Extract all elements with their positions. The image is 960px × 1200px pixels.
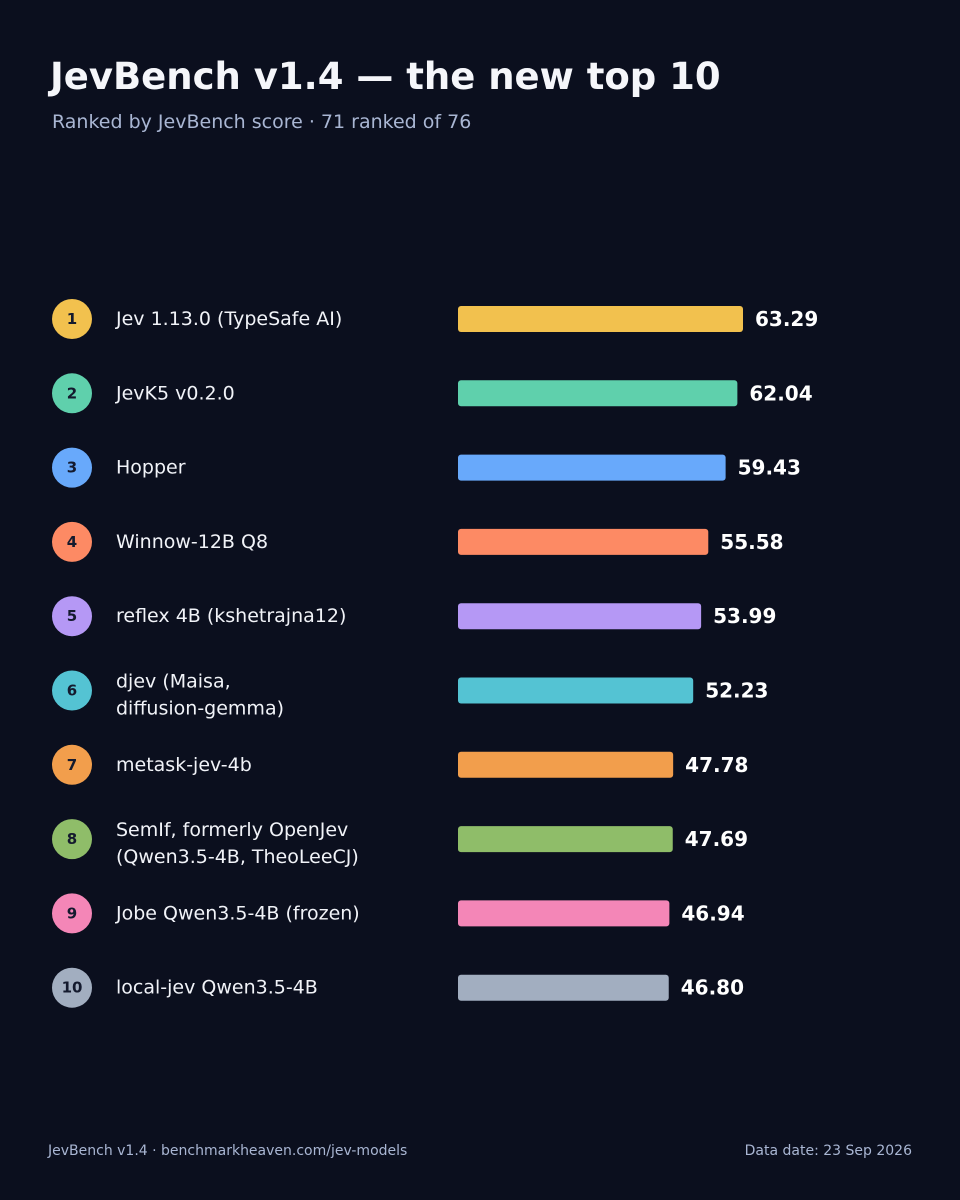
rank-badge	[52, 373, 92, 414]
model-name: local-jev Qwen3.5-4B	[116, 977, 318, 999]
model-name: SemIf, formerly OpenJev	[116, 819, 348, 841]
model-name: Jobe Qwen3.5-4B (frozen)	[115, 902, 360, 924]
rank-number: 3	[67, 459, 77, 477]
rank-number: 1	[67, 310, 77, 328]
rank-badge	[52, 299, 92, 339]
score-value-label: 63.29	[755, 307, 818, 331]
score-value-label: 59.43	[738, 456, 801, 480]
score-bar	[458, 900, 670, 927]
score-bar	[458, 603, 702, 630]
model-name: JevK5 v0.2.0	[115, 382, 235, 404]
model-name: Winnow-12B Q8	[116, 531, 268, 553]
score-value-label: 52.23	[705, 679, 768, 703]
score-bar	[458, 751, 674, 778]
rank-badge	[52, 819, 92, 860]
rank-badge	[52, 967, 92, 1008]
model-name: Hopper	[116, 457, 186, 479]
score-bar	[458, 454, 726, 481]
rank-number: 2	[67, 384, 77, 402]
rank-number: 9	[67, 904, 77, 922]
model-name: Jev 1.13.0 (TypeSafe AI)	[115, 308, 342, 330]
score-value-label: 46.94	[681, 901, 744, 925]
footer-source: JevBench v1.4 · benchmarkheaven.com/jev-…	[48, 1143, 408, 1159]
score-value-label: 46.80	[681, 976, 744, 1000]
rank-badge	[52, 893, 92, 934]
score-bar	[458, 306, 743, 332]
score-bar	[458, 826, 673, 853]
page-subtitle: Ranked by JevBench score · 71 ranked of …	[52, 111, 472, 133]
model-name: djev (Maisa,	[116, 671, 231, 693]
score-value-label: 62.04	[749, 381, 812, 405]
rank-number: 8	[67, 830, 77, 848]
page-title: JevBench v1.4 — the new top 10	[50, 55, 721, 98]
rank-badge	[52, 744, 92, 785]
model-name: metask-jev-4b	[116, 754, 252, 776]
score-value-label: 47.69	[685, 827, 748, 851]
rank-badge	[52, 670, 92, 711]
footer-date: Data date: 23 Sep 2026	[744, 1143, 912, 1159]
score-bar	[458, 380, 738, 407]
rank-number: 10	[62, 979, 83, 997]
rank-badge	[52, 521, 92, 562]
rank-number: 4	[67, 533, 77, 551]
model-name: (Qwen3.5-4B, TheoLeeCJ)	[116, 846, 359, 868]
model-name: reflex 4B (kshetrajna12)	[116, 605, 346, 627]
score-value-label: 47.78	[685, 753, 748, 777]
score-bar	[458, 974, 669, 1001]
score-bar	[458, 677, 694, 704]
rank-badge	[52, 596, 92, 637]
model-name: diffusion-gemma)	[116, 698, 284, 720]
rank-badge	[52, 447, 92, 488]
score-value-label: 53.99	[713, 604, 776, 628]
score-bar	[458, 528, 709, 555]
rank-number: 5	[67, 607, 77, 625]
rank-number: 6	[67, 682, 77, 700]
rank-number: 7	[67, 756, 77, 774]
score-value-label: 55.58	[720, 530, 783, 554]
